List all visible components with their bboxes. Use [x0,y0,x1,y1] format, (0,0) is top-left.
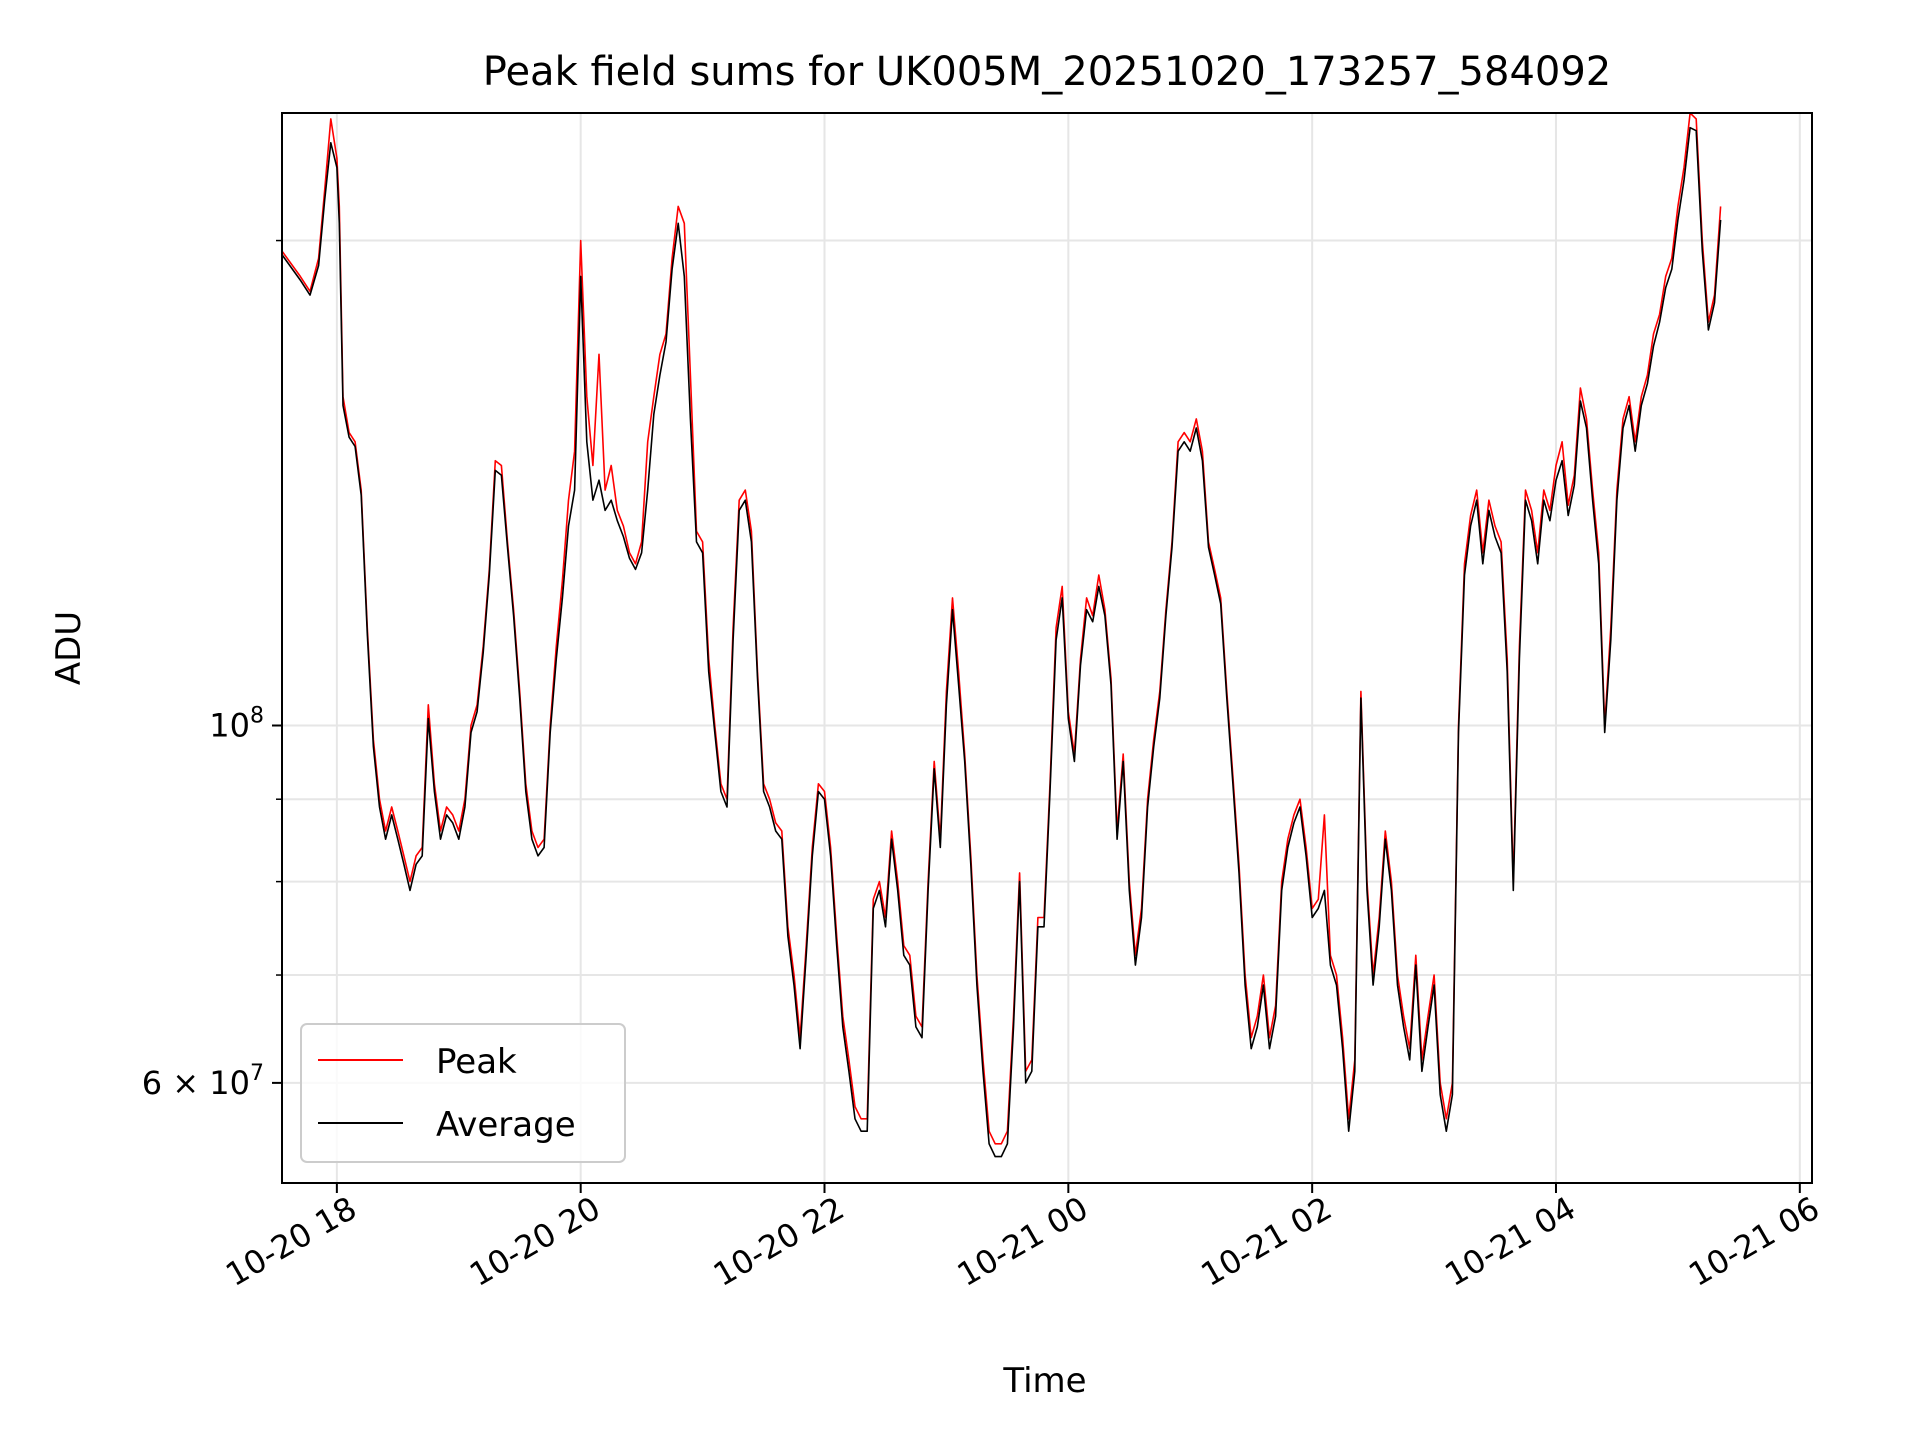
chart-title: Peak field sums for UK005M_20251020_1732… [483,49,1612,95]
legend: Peak Average [300,1023,626,1163]
legend-box [300,1023,626,1163]
legend-peak-label: Peak [436,1042,517,1082]
y-axis-label: ADU [49,611,89,685]
x-axis-label: Time [1002,1361,1086,1401]
y-tick-label: 108 [209,703,264,744]
series-line-average [282,126,1722,1158]
grid-layer [282,113,1812,1183]
legend-average-label: Average [436,1105,576,1145]
series-layer [282,113,1722,1158]
y-tick-label: 6 × 107 [142,1061,264,1102]
plot-frame [281,112,1813,1184]
